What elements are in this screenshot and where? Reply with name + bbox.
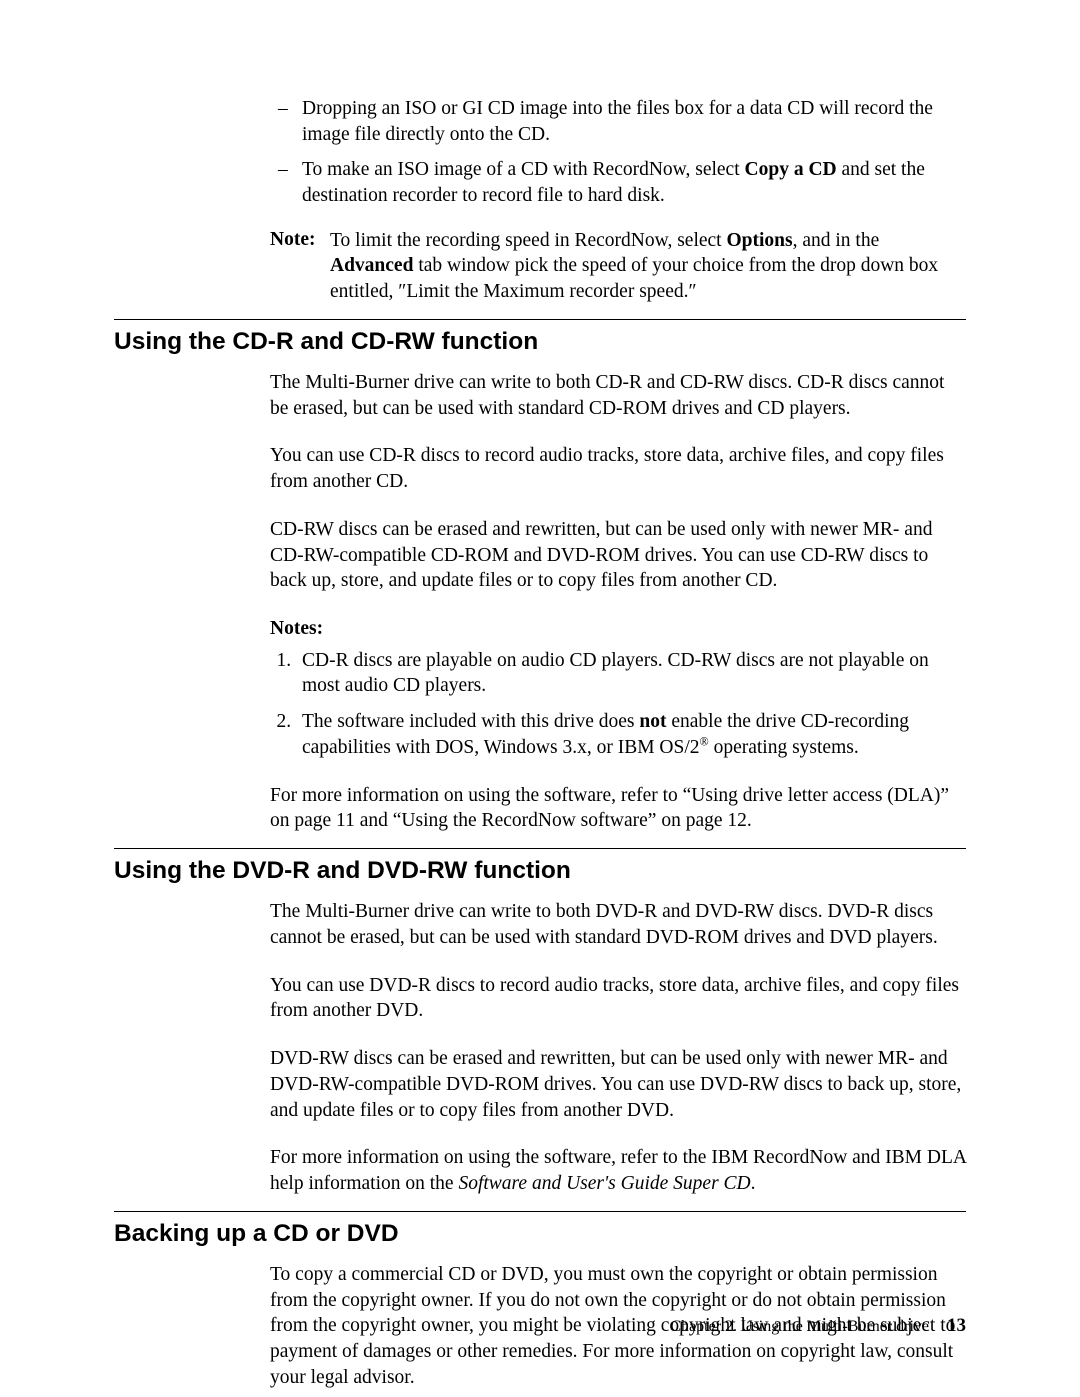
note-text-1a: To limit the recording speed in RecordNo… [330, 230, 726, 251]
cdr-p1: The Multi-Burner drive can write to both… [270, 370, 966, 421]
cdr-note-1: CD-R discs are playable on audio CD play… [296, 648, 966, 699]
cdr-note-2-before: The software included with this drive do… [302, 711, 639, 732]
rule-1 [114, 319, 966, 320]
cdr-p2: You can use CD-R discs to record audio t… [270, 443, 966, 494]
cdr-note-2-after: operating systems. [709, 737, 859, 758]
note-bold-2: Advanced [330, 255, 413, 276]
note-body: To limit the recording speed in RecordNo… [330, 228, 966, 305]
footer-page-number: 13 [947, 1315, 966, 1336]
dvdr-p1: The Multi-Burner drive can write to both… [270, 899, 966, 950]
section-dvdr: The Multi-Burner drive can write to both… [270, 899, 966, 1197]
note-text-1b: , and in the [793, 230, 880, 251]
bullet-text: Dropping an ISO or GI CD image into the … [302, 98, 933, 145]
heading-backup: Backing up a CD or DVD [114, 1220, 966, 1248]
dvdr-p4-ital: Software and User's Guide Super CD [458, 1173, 750, 1194]
intro-bullets: Dropping an ISO or GI CD image into the … [270, 96, 966, 209]
dvdr-p2: You can use DVD-R discs to record audio … [270, 973, 966, 1024]
footer-chapter: Chapter 2. Using the Multi-Burner drive [670, 1318, 929, 1335]
note-text-2: tab window pick the speed of your choice… [330, 255, 938, 302]
rule-2 [114, 848, 966, 849]
note-bold-1: Options [726, 230, 792, 251]
dvdr-p4: For more information on using the softwa… [270, 1145, 966, 1196]
page-footer: Chapter 2. Using the Multi-Burner drive … [670, 1315, 966, 1337]
dvdr-p3: DVD-RW discs can be erased and rewritten… [270, 1046, 966, 1123]
heading-cdr: Using the CD-R and CD-RW function [114, 328, 966, 356]
cdr-note-2: The software included with this drive do… [296, 709, 966, 760]
note-label: Note: [270, 227, 315, 253]
intro-bullet-1: Dropping an ISO or GI CD image into the … [302, 96, 966, 147]
intro-block: Dropping an ISO or GI CD image into the … [270, 96, 966, 305]
cdr-p4: For more information on using the softwa… [270, 783, 966, 834]
rule-3 [114, 1211, 966, 1212]
cdr-note-2-sup: ® [700, 734, 709, 748]
section-cdr: The Multi-Burner drive can write to both… [270, 370, 966, 834]
cdr-note-1-text: CD-R discs are playable on audio CD play… [302, 650, 929, 697]
intro-bullet-2: To make an ISO image of a CD with Record… [302, 157, 966, 208]
bullet-bold: Copy a CD [745, 159, 837, 180]
heading-dvdr: Using the DVD-R and DVD-RW function [114, 857, 966, 885]
intro-note: Note: To limit the recording speed in Re… [270, 227, 966, 305]
cdr-notes-label: Notes: [270, 616, 966, 642]
cdr-p3: CD-RW discs can be erased and rewritten,… [270, 517, 966, 594]
cdr-notes-list: CD-R discs are playable on audio CD play… [270, 648, 966, 761]
page: Dropping an ISO or GI CD image into the … [0, 0, 1080, 1397]
cdr-note-2-bold: not [639, 711, 666, 732]
bullet-text-before: To make an ISO image of a CD with Record… [302, 159, 745, 180]
dvdr-p4-after: . [751, 1173, 756, 1194]
